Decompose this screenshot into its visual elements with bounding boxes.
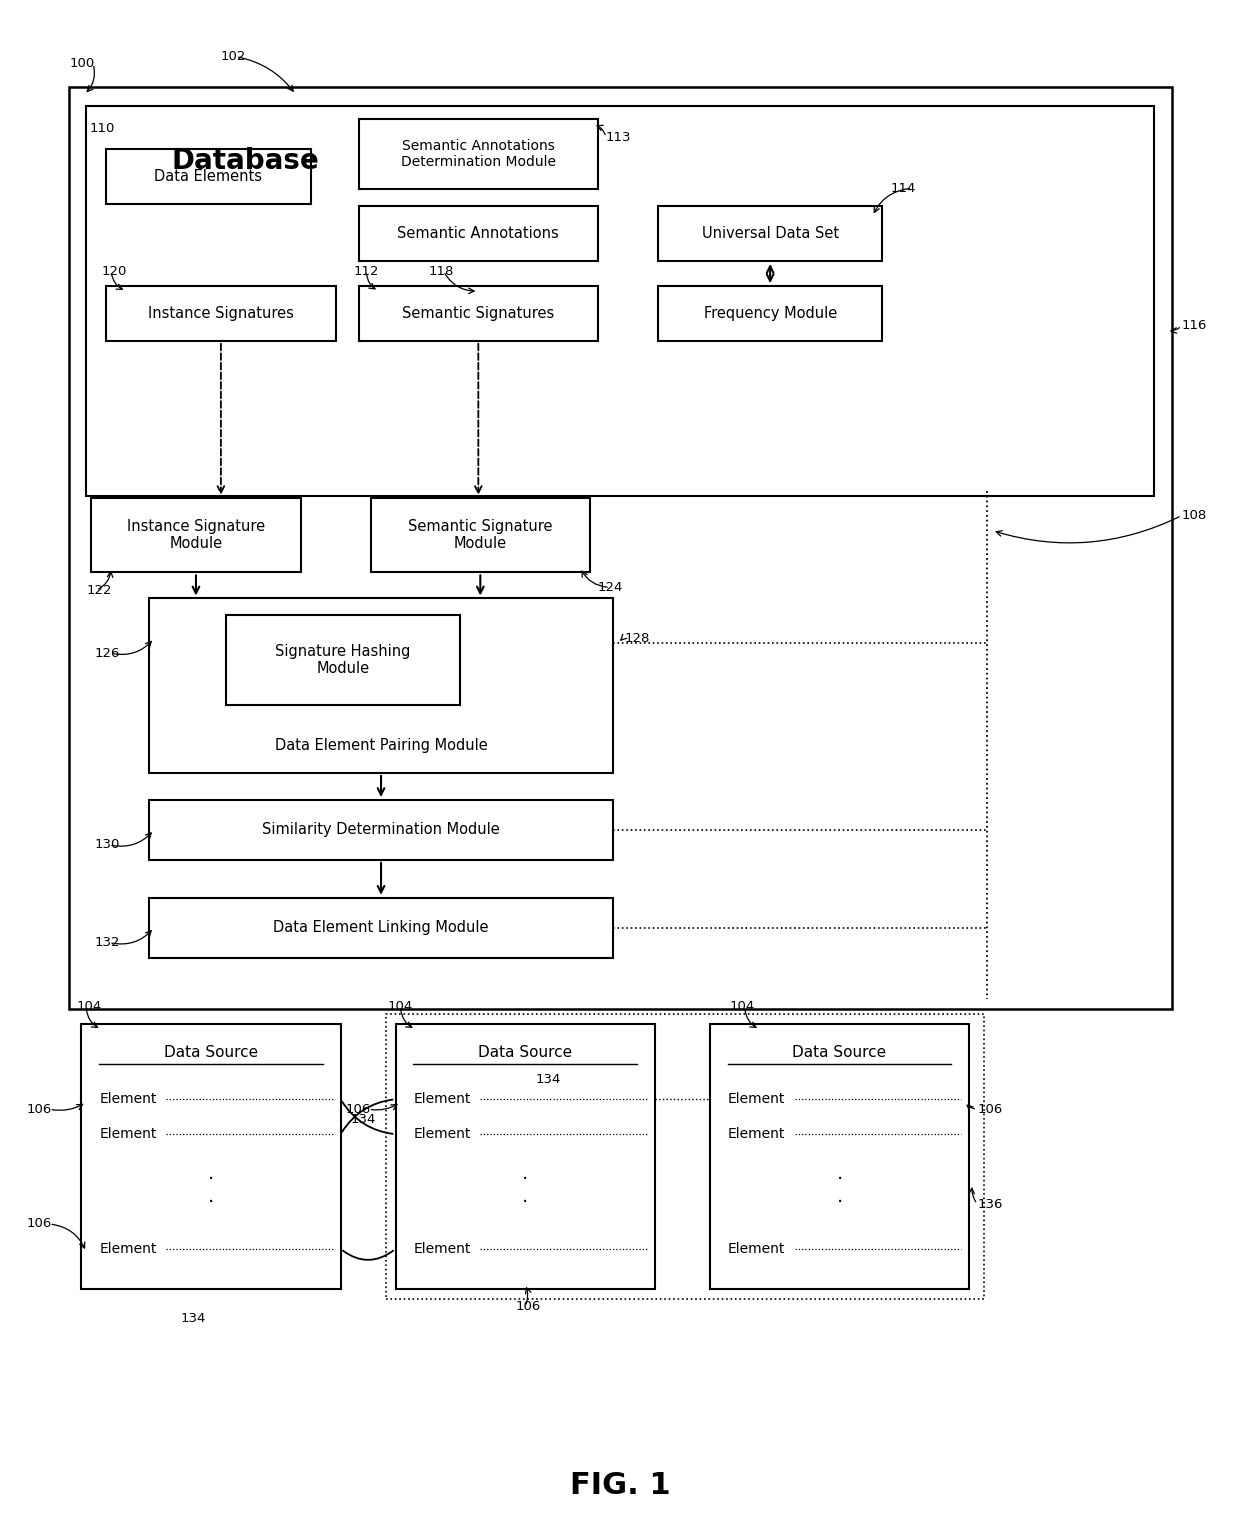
Text: Instance Signatures: Instance Signatures <box>148 305 294 321</box>
Text: Data Source: Data Source <box>792 1045 887 1059</box>
Text: 113: 113 <box>606 130 631 144</box>
Text: 106: 106 <box>977 1102 1002 1116</box>
Bar <box>658 206 883 261</box>
Text: 136: 136 <box>977 1197 1003 1211</box>
Text: Semantic Signatures: Semantic Signatures <box>402 305 554 321</box>
Text: Data Element Linking Module: Data Element Linking Module <box>273 919 489 935</box>
Text: ·: · <box>208 1170 215 1188</box>
Text: Semantic Signature
Module: Semantic Signature Module <box>408 519 553 551</box>
Text: Signature Hashing
Module: Signature Hashing Module <box>275 645 410 677</box>
Text: Element: Element <box>413 1242 471 1256</box>
Text: 106: 106 <box>516 1300 541 1314</box>
Bar <box>69 86 1172 1010</box>
Text: Data Element Pairing Module: Data Element Pairing Module <box>275 737 487 752</box>
Bar <box>87 106 1153 496</box>
Text: FIG. 1: FIG. 1 <box>569 1471 671 1500</box>
Text: 114: 114 <box>890 181 916 195</box>
Text: Element: Element <box>728 1127 785 1141</box>
Text: ·: · <box>837 1193 843 1211</box>
Text: Database: Database <box>171 147 319 175</box>
Text: Data Elements: Data Elements <box>155 169 263 184</box>
Bar <box>358 286 598 341</box>
Text: 126: 126 <box>94 646 119 660</box>
Text: 104: 104 <box>388 999 413 1013</box>
Text: 128: 128 <box>625 632 650 645</box>
Text: Frequency Module: Frequency Module <box>703 305 837 321</box>
Bar <box>149 800 613 860</box>
Bar <box>371 497 590 573</box>
Text: Element: Element <box>413 1127 471 1141</box>
Text: Data Source: Data Source <box>479 1045 573 1059</box>
Text: Element: Element <box>99 1127 156 1141</box>
Text: 102: 102 <box>221 51 247 63</box>
Text: Element: Element <box>728 1242 785 1256</box>
Text: 120: 120 <box>102 264 126 278</box>
Bar <box>386 1015 985 1299</box>
Text: 118: 118 <box>429 264 454 278</box>
Text: 100: 100 <box>69 57 94 71</box>
Text: 110: 110 <box>89 121 114 135</box>
Text: 132: 132 <box>94 936 120 949</box>
Text: ·: · <box>522 1170 528 1188</box>
Text: Element: Element <box>413 1093 471 1107</box>
Text: 134: 134 <box>181 1312 206 1325</box>
Text: Element: Element <box>99 1242 156 1256</box>
Bar <box>358 120 598 189</box>
Bar <box>92 497 301 573</box>
Text: 104: 104 <box>76 999 102 1013</box>
Bar <box>709 1024 970 1289</box>
Text: 108: 108 <box>1182 510 1207 522</box>
Text: Element: Element <box>99 1093 156 1107</box>
Text: 134: 134 <box>351 1113 376 1125</box>
Text: 134: 134 <box>536 1073 560 1085</box>
Text: ·: · <box>522 1193 528 1211</box>
Text: ·: · <box>208 1193 215 1211</box>
Text: 106: 106 <box>26 1102 52 1116</box>
Text: Semantic Annotations
Determination Module: Semantic Annotations Determination Modul… <box>401 140 556 169</box>
Bar <box>107 149 311 204</box>
Text: Element: Element <box>728 1093 785 1107</box>
Text: 112: 112 <box>353 264 379 278</box>
Bar <box>107 286 336 341</box>
Text: Semantic Annotations: Semantic Annotations <box>398 226 559 241</box>
Text: 116: 116 <box>1182 319 1207 333</box>
Text: Universal Data Set: Universal Data Set <box>702 226 838 241</box>
Text: 106: 106 <box>346 1102 371 1116</box>
Text: 130: 130 <box>94 838 119 852</box>
Bar <box>358 206 598 261</box>
Bar <box>81 1024 341 1289</box>
Bar <box>396 1024 655 1289</box>
Text: 124: 124 <box>598 580 624 594</box>
Text: 106: 106 <box>26 1217 52 1231</box>
Text: ·: · <box>837 1170 843 1188</box>
Bar <box>226 616 460 705</box>
Bar <box>149 898 613 958</box>
Text: 122: 122 <box>87 583 112 597</box>
Text: Data Source: Data Source <box>164 1045 258 1059</box>
Bar <box>149 599 613 774</box>
Text: 104: 104 <box>730 999 755 1013</box>
Bar <box>658 286 883 341</box>
Text: Similarity Determination Module: Similarity Determination Module <box>262 823 500 838</box>
Text: Instance Signature
Module: Instance Signature Module <box>126 519 265 551</box>
